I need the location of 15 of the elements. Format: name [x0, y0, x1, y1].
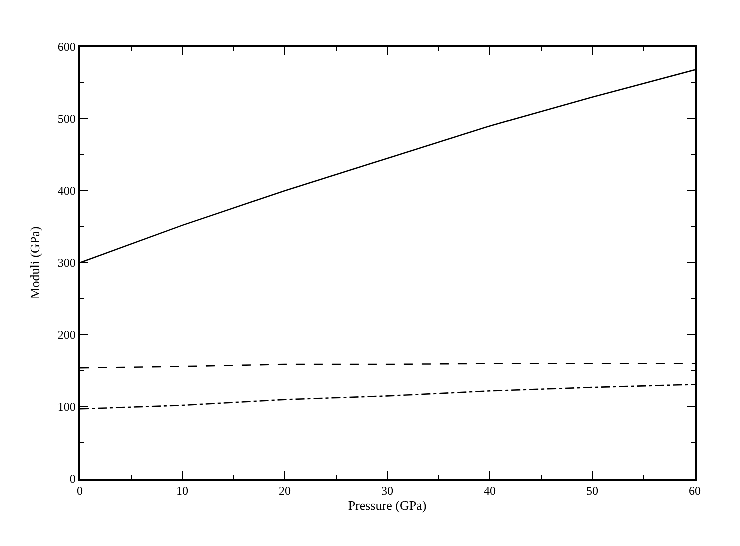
y-tick-label: 300 [58, 256, 76, 270]
y-tick-label: 500 [58, 112, 76, 126]
x-tick-label: 40 [484, 484, 496, 498]
x-tick-label: 50 [586, 484, 598, 498]
x-tick-label: 60 [689, 484, 701, 498]
x-tick-label: 20 [279, 484, 291, 498]
y-axis-title: Moduli (GPa) [27, 226, 42, 300]
y-tick-label: 400 [58, 184, 76, 198]
y-tick-label: 0 [70, 472, 76, 486]
x-tick-label: 30 [382, 484, 394, 498]
x-axis-title: Pressure (GPa) [348, 498, 427, 514]
y-tick-label: 100 [58, 400, 76, 414]
y-tick-label: 600 [58, 40, 76, 54]
x-tick-label: 10 [176, 484, 188, 498]
y-tick-label: 200 [58, 328, 76, 342]
